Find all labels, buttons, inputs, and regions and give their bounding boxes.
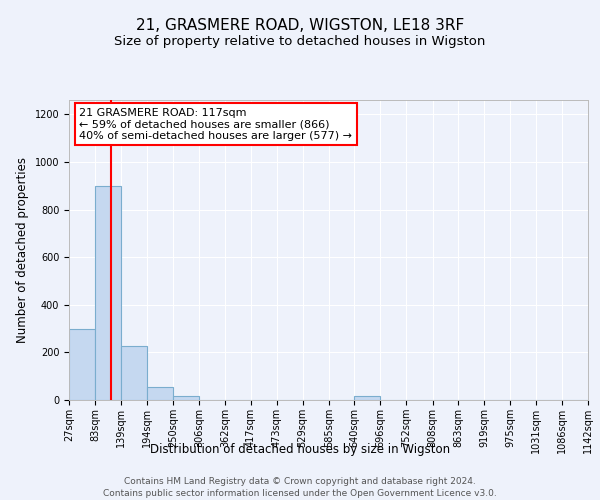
Text: 21, GRASMERE ROAD, WIGSTON, LE18 3RF: 21, GRASMERE ROAD, WIGSTON, LE18 3RF: [136, 18, 464, 32]
Bar: [95, 186, 121, 400]
Text: Contains HM Land Registry data © Crown copyright and database right 2024.
Contai: Contains HM Land Registry data © Crown c…: [103, 478, 497, 498]
Y-axis label: Number of detached properties: Number of detached properties: [16, 157, 29, 343]
Bar: [147, 387, 173, 400]
Bar: [121, 346, 147, 400]
Text: 21 GRASMERE ROAD: 117sqm
← 59% of detached houses are smaller (866)
40% of semi-: 21 GRASMERE ROAD: 117sqm ← 59% of detach…: [79, 108, 352, 140]
Text: Size of property relative to detached houses in Wigston: Size of property relative to detached ho…: [115, 35, 485, 48]
Bar: [355, 396, 380, 400]
Text: Distribution of detached houses by size in Wigston: Distribution of detached houses by size …: [150, 442, 450, 456]
Bar: [173, 396, 199, 400]
Bar: [69, 328, 95, 400]
